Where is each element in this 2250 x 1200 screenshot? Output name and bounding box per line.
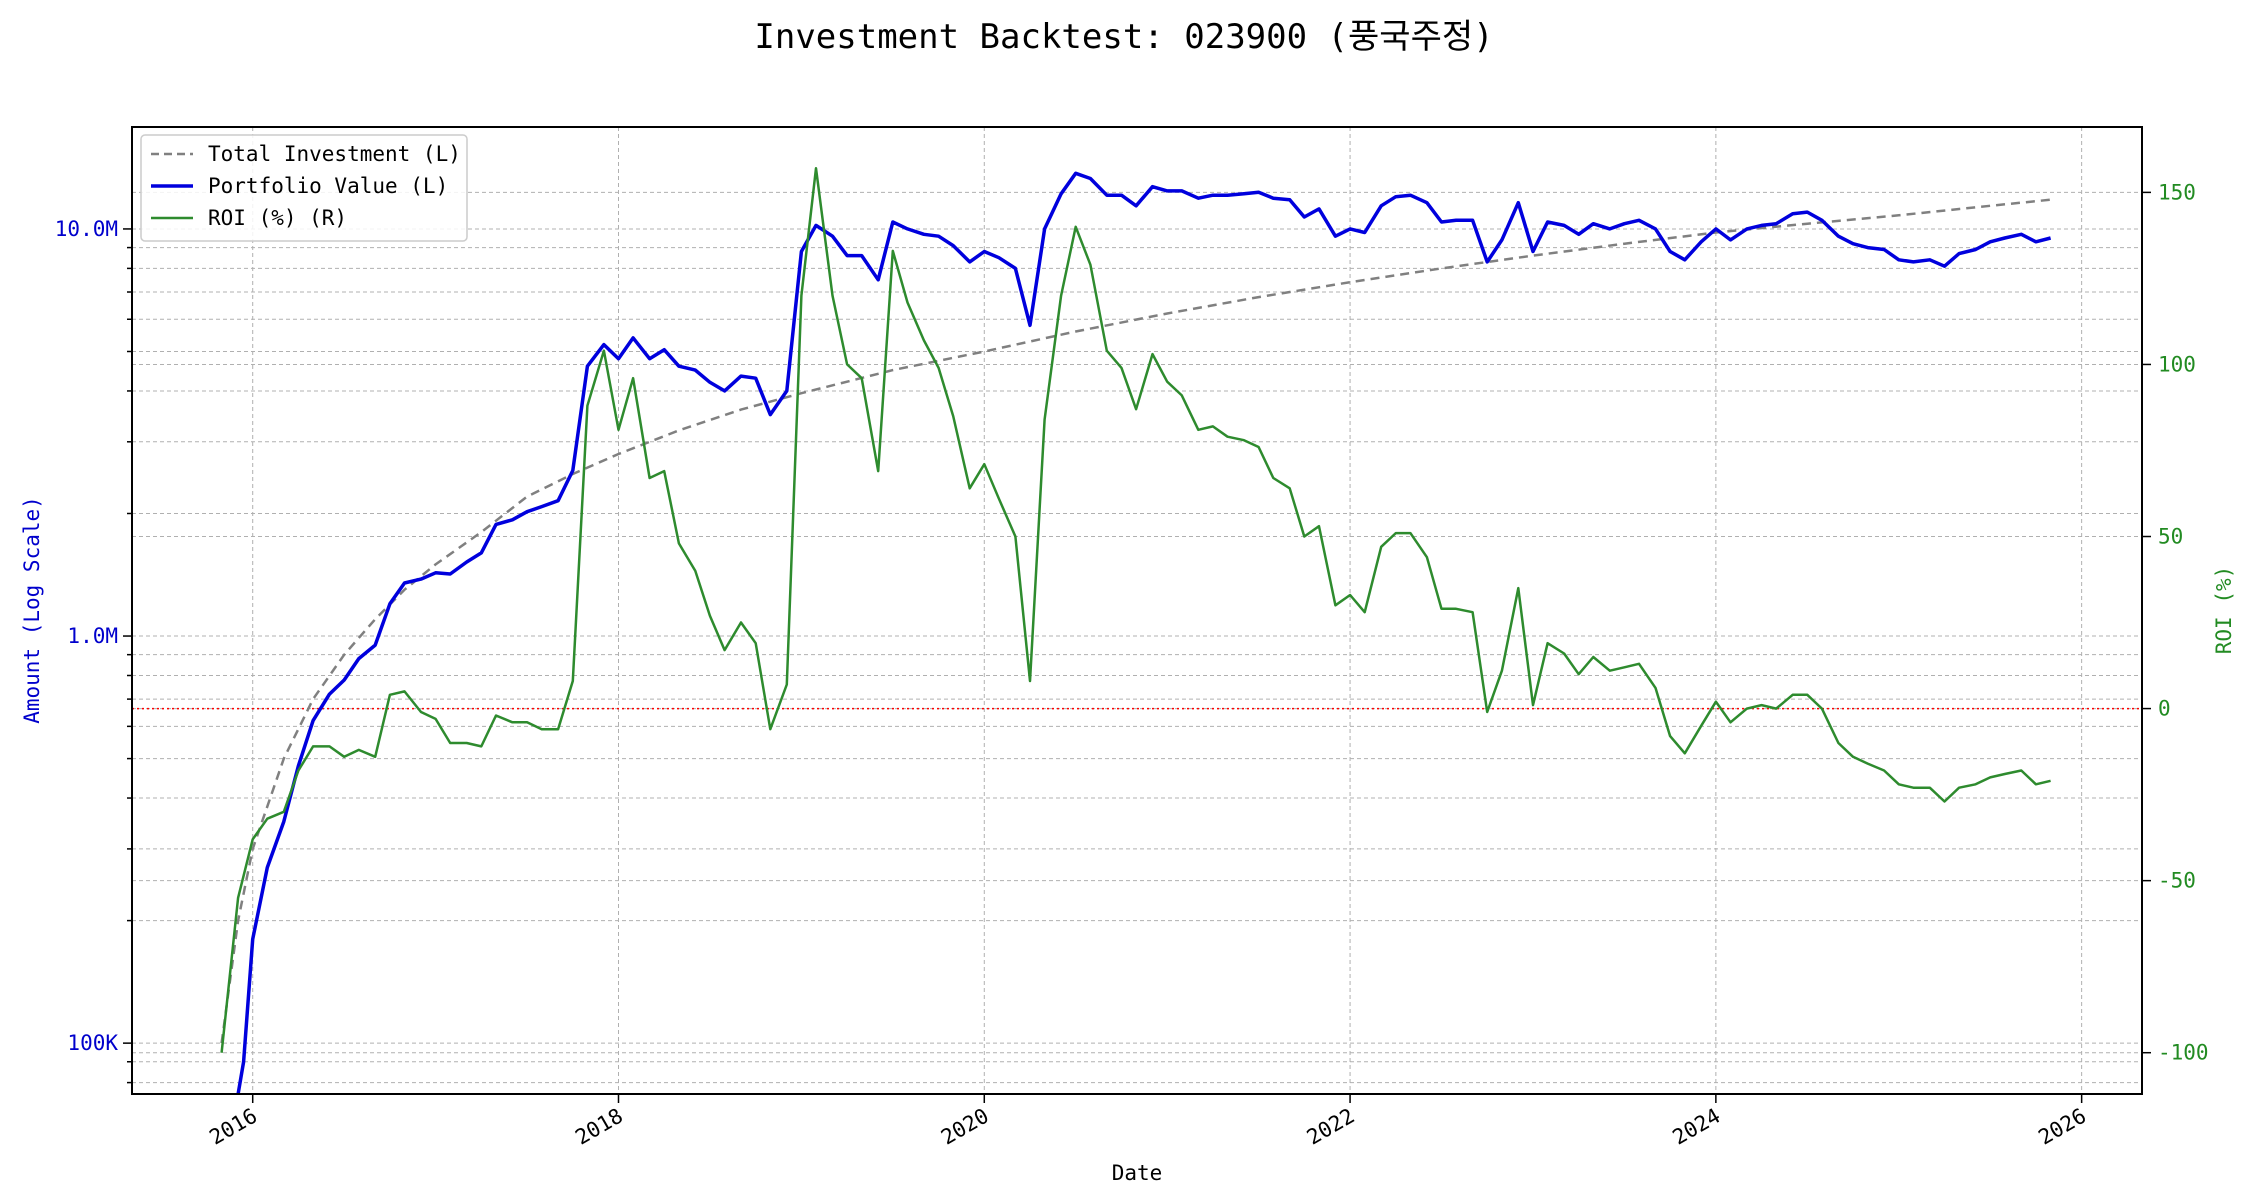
y-right-tick-label: 150 bbox=[2158, 180, 2196, 204]
legend: Total Investment (L) Portfolio Value (L)… bbox=[140, 134, 468, 242]
legend-label-total-investment: Total Investment (L) bbox=[208, 142, 461, 166]
y-right-tick-label: -50 bbox=[2158, 869, 2196, 893]
series-layer bbox=[132, 167, 2142, 1095]
y-left-tick-label: 1.0M bbox=[67, 624, 118, 648]
legend-label-roi: ROI (%) (R) bbox=[208, 206, 347, 230]
y-right-tick-label: -100 bbox=[2158, 1041, 2209, 1065]
y-right-tick-label: 100 bbox=[2158, 352, 2196, 376]
y-axis-right-label: ROI (%) bbox=[2212, 566, 2236, 655]
series-line-total-investment bbox=[220, 198, 2051, 1044]
chart-title: Investment Backtest: 023900 (풍국주정) bbox=[754, 17, 1493, 57]
y-right-tick-label: 0 bbox=[2158, 697, 2171, 721]
y-left-tick-label: 100K bbox=[67, 1031, 118, 1055]
legend-box bbox=[140, 134, 468, 242]
series-line-portfolio-value bbox=[236, 171, 2052, 1095]
y-axis-left-label: Amount (Log Scale) bbox=[20, 496, 44, 724]
y-left-tick-label: 10.0M bbox=[55, 217, 118, 241]
x-axis-label: Date bbox=[1112, 1161, 1163, 1185]
y-right-tick-label: 50 bbox=[2158, 525, 2183, 549]
legend-label-portfolio-value: Portfolio Value (L) bbox=[208, 174, 448, 198]
series-line-roi bbox=[220, 167, 2051, 1053]
plot-frame bbox=[131, 126, 2143, 1095]
